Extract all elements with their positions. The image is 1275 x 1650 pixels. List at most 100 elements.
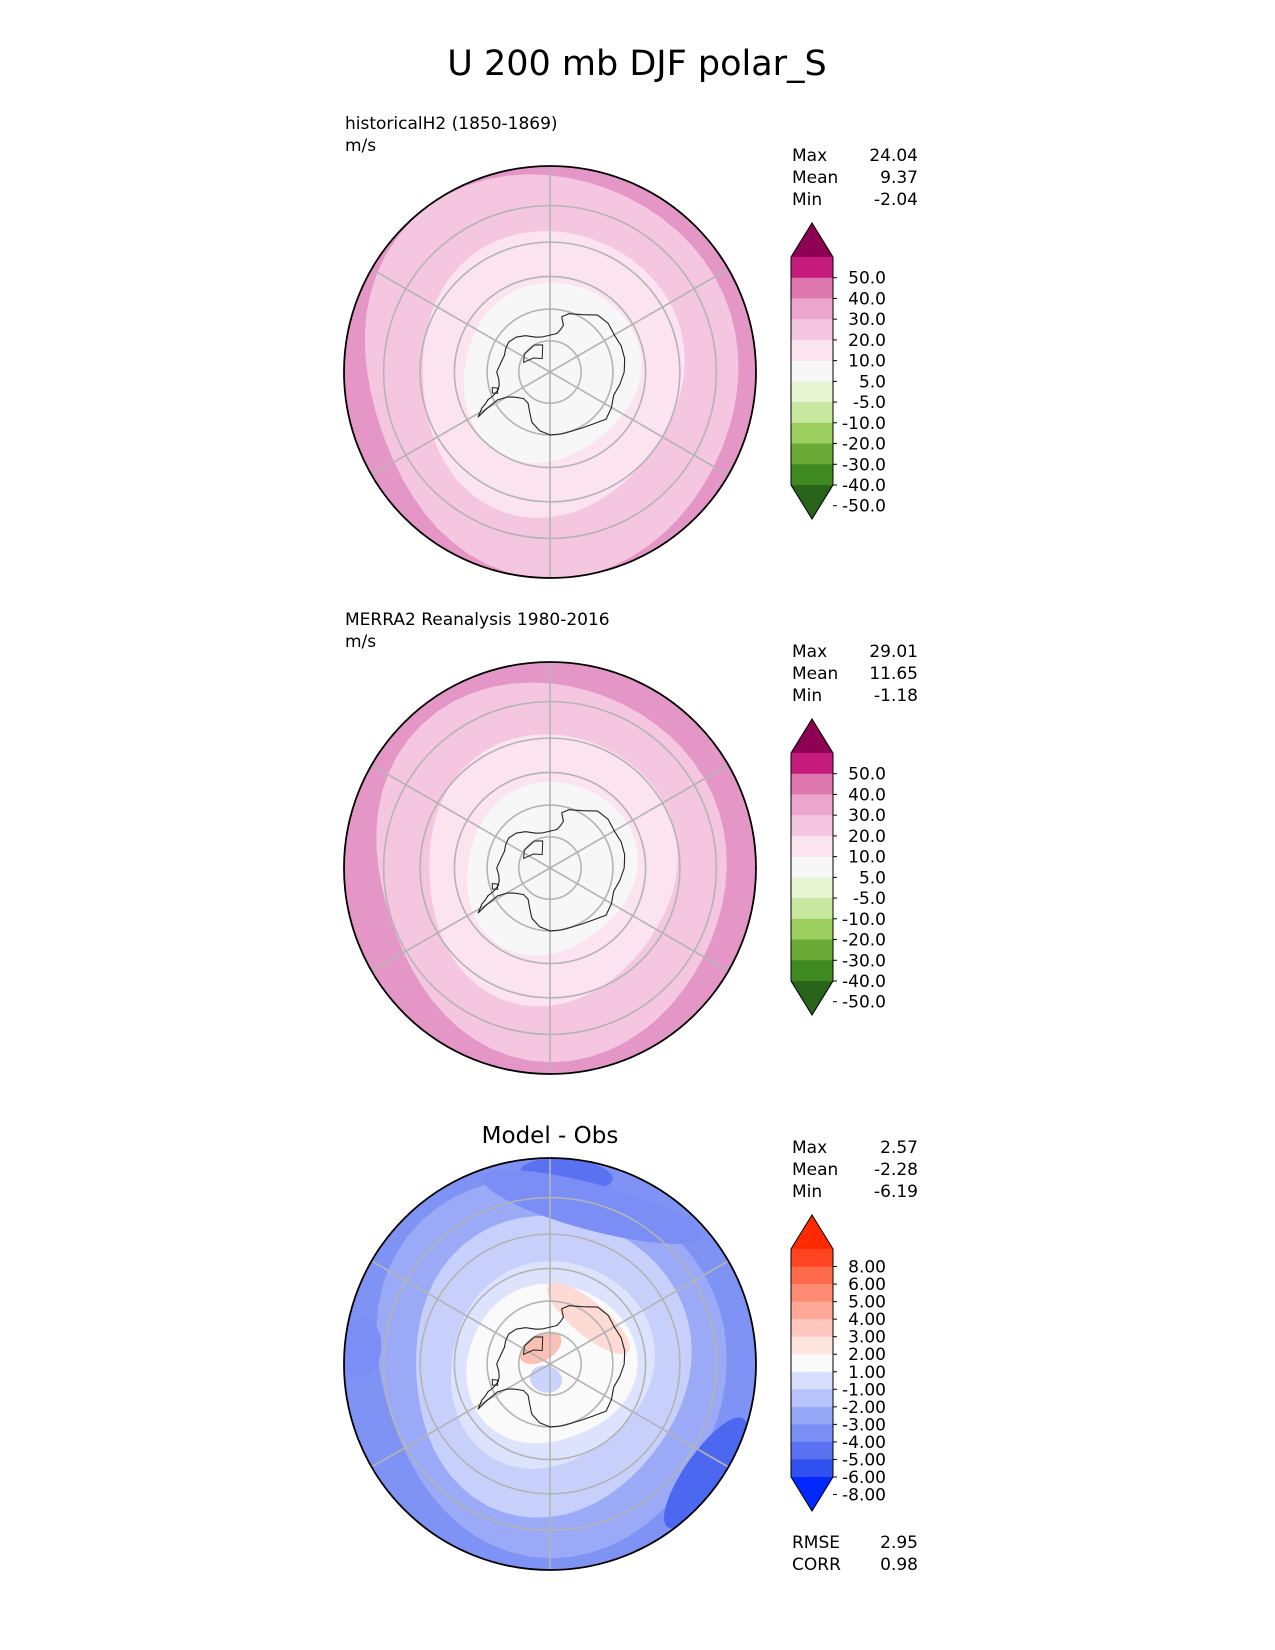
meridian-line xyxy=(371,1260,551,1365)
stat-label: Max xyxy=(792,146,827,166)
colorbar: 8.006.005.004.003.002.001.00-1.00-2.00-3… xyxy=(790,1214,886,1512)
colorbar-segment xyxy=(791,319,833,341)
colorbar-segment xyxy=(791,277,833,299)
polar-map xyxy=(343,661,757,1075)
stat-label: Min xyxy=(792,1182,822,1202)
units-label: m/s xyxy=(345,632,376,652)
meridian-line xyxy=(549,1260,729,1365)
colorbar-segment xyxy=(791,422,833,445)
stat-label: Mean xyxy=(792,168,838,188)
panel-historical: historicalH2 (1850-1869) m/s Max 24.04 M… xyxy=(343,114,918,579)
colorbar-segment xyxy=(791,753,833,775)
map-boundary xyxy=(343,165,757,579)
stat-label: Min xyxy=(792,190,822,210)
colorbar-tick-label: 5.00 xyxy=(848,1293,886,1313)
colorbar: 50.040.030.020.010.05.0-5.0-10.0-20.0-30… xyxy=(790,222,886,520)
colorbar-tick-label: 4.00 xyxy=(848,1310,886,1330)
colorbar-tick-label: 3.00 xyxy=(848,1328,886,1348)
colorbar-extension xyxy=(791,981,833,1015)
units-label: m/s xyxy=(345,136,376,156)
stat-label: Mean xyxy=(792,1160,838,1180)
colorbar-segment xyxy=(791,1266,833,1285)
colorbar-tick-label: 10.0 xyxy=(848,848,886,868)
colorbar-segment xyxy=(791,257,833,279)
meridian-line xyxy=(549,764,729,869)
colorbar-segment xyxy=(791,1389,833,1408)
coastline xyxy=(523,840,544,860)
colorbar-segment xyxy=(791,1371,833,1390)
colorbar-segment xyxy=(791,1319,833,1338)
colorbar-extension xyxy=(791,223,833,257)
stat-label: Mean xyxy=(792,664,838,684)
colorbar-segment xyxy=(791,1284,833,1303)
colorbar-segment xyxy=(791,877,833,899)
colorbar-segment xyxy=(791,898,833,920)
colorbar-tick-label: 20.0 xyxy=(848,827,886,847)
colorbar-tick-label: -30.0 xyxy=(842,455,886,475)
anomaly-blob xyxy=(547,1282,630,1355)
colorbar-tick-label: 40.0 xyxy=(848,289,886,309)
panel-label: historicalH2 (1850-1869) xyxy=(345,114,558,134)
figure-title: U 200 mb DJF polar_S xyxy=(447,44,827,84)
coastline xyxy=(477,809,626,932)
metric-label: CORR xyxy=(792,1555,841,1575)
colorbar-segment xyxy=(791,1459,833,1478)
coastline xyxy=(523,344,544,364)
colorbar-tick-label: -1.00 xyxy=(842,1380,886,1400)
meridian-line xyxy=(371,764,551,869)
colorbar-tick-label: -30.0 xyxy=(842,951,886,971)
stat-value: -6.19 xyxy=(874,1182,918,1202)
colorbar-tick-label: -6.00 xyxy=(842,1468,886,1488)
stat-value: 2.57 xyxy=(880,1138,918,1158)
stat-value: 9.37 xyxy=(880,168,918,188)
metric-value: 2.95 xyxy=(880,1533,918,1553)
colorbar-segment xyxy=(791,1249,833,1268)
stat-value: -2.04 xyxy=(874,190,918,210)
colorbar-segment xyxy=(791,1336,833,1355)
colorbar-tick-label: -10.0 xyxy=(842,910,886,930)
map-boundary xyxy=(343,661,757,1075)
meridian-line xyxy=(371,268,551,373)
meridian-line xyxy=(549,1363,729,1468)
colorbar-segment xyxy=(791,815,833,837)
colorbar-tick-label: 2.00 xyxy=(848,1345,886,1365)
panel-difference: Model - Obs Max 2.57 Mean -2.28 Min -6.1… xyxy=(343,1123,918,1575)
colorbar-tick-label: -40.0 xyxy=(842,972,886,992)
colorbar: 50.040.030.020.010.05.0-5.0-10.0-20.0-30… xyxy=(790,718,886,1016)
coastline xyxy=(491,1378,499,1386)
colorbar-tick-label: 5.0 xyxy=(859,868,886,888)
colorbar-extension xyxy=(791,485,833,519)
colorbar-segment xyxy=(791,443,833,465)
stats-block: Max 24.04 Mean 9.37 Min -2.04 xyxy=(792,146,918,210)
colorbar-tick-label: -20.0 xyxy=(842,435,886,455)
anomaly-blob xyxy=(663,1417,747,1529)
stat-label: Max xyxy=(792,642,827,662)
stats-block: Max 2.57 Mean -2.28 Min -6.19 xyxy=(792,1138,918,1202)
meridian-line xyxy=(371,867,551,972)
colorbar-segment xyxy=(791,835,833,858)
stats-block: Max 29.01 Mean 11.65 Min -1.18 xyxy=(792,642,918,706)
meridian-line xyxy=(549,268,729,373)
colorbar-segment xyxy=(791,464,833,486)
colorbar-extension xyxy=(791,1477,833,1511)
colorbar-segment xyxy=(791,939,833,961)
meridian-line xyxy=(371,1363,551,1468)
colorbar-tick-label: -50.0 xyxy=(842,993,886,1013)
colorbar-extension xyxy=(791,719,833,753)
colorbar-tick-label: -5.0 xyxy=(853,393,886,413)
colorbar-segment xyxy=(791,339,833,362)
stat-label: Max xyxy=(792,1138,827,1158)
colorbar-tick-label: 30.0 xyxy=(848,310,886,330)
colorbar-tick-label: -8.00 xyxy=(842,1486,886,1506)
coastline xyxy=(491,386,499,394)
colorbar-tick-label: -2.00 xyxy=(842,1398,886,1418)
colorbar-segment xyxy=(791,381,833,403)
anomaly-blob xyxy=(482,1169,702,1244)
stat-value: 11.65 xyxy=(869,664,918,684)
colorbar-segment xyxy=(791,794,833,816)
colorbar-tick-label: 50.0 xyxy=(848,765,886,785)
meridian-line xyxy=(549,371,729,476)
colorbar-tick-label: 40.0 xyxy=(848,785,886,805)
stat-value: 24.04 xyxy=(869,146,918,166)
